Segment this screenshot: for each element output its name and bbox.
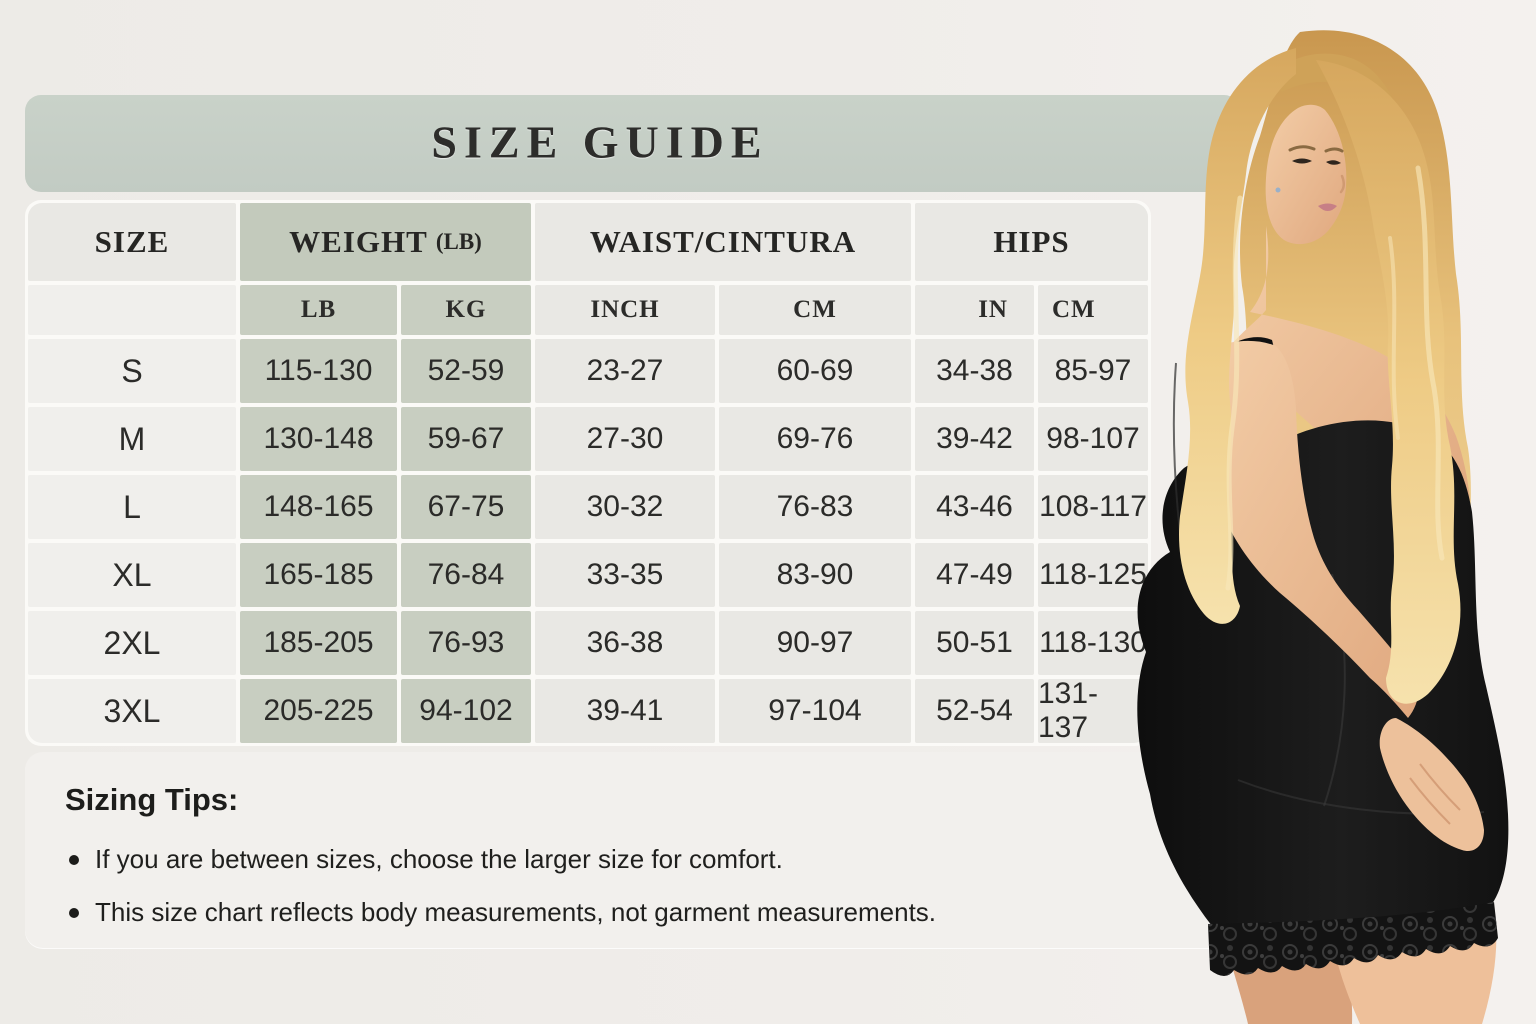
eyebrow — [1288, 145, 1316, 152]
subheader-hips-cm: CM — [1038, 285, 1148, 335]
subheader-lb: LB — [240, 285, 397, 335]
row-s-hips-cm: 85-97 — [1038, 339, 1148, 403]
finger-crease — [1409, 777, 1451, 825]
row-3xl-size: 3XL — [28, 679, 236, 743]
col-header-hips: HIPS — [915, 203, 1148, 281]
row-l-waist-cm: 76-83 — [719, 475, 911, 539]
title-banner: SIZE GUIDE — [25, 95, 1240, 192]
row-2xl-waist-inch: 36-38 — [535, 611, 715, 675]
nose — [1339, 174, 1345, 194]
bullet-icon — [69, 908, 79, 918]
model-hand — [1379, 718, 1484, 852]
row-l-weight-lb: 148-165 — [240, 475, 397, 539]
zipper-seam — [1172, 362, 1181, 534]
row-l-waist-inch: 30-32 — [535, 475, 715, 539]
row-2xl-hips-in: 50-51 — [915, 611, 1034, 675]
row-3xl-hips-cm: 131-137 — [1038, 677, 1148, 744]
tip-text: This size chart reflects body measuremen… — [95, 897, 937, 927]
size-guide-table: SIZE WEIGHT (LB) WAIST/CINTURA HIPS LB KG… — [25, 200, 1151, 746]
col-header-waist-label: WAIST/CINTURA — [589, 224, 857, 259]
col-header-hips-label: HIPS — [993, 224, 1070, 259]
row-s-waist-cm: 60-69 — [719, 339, 911, 403]
row-3xl-weight-lb: 205-225 — [240, 679, 397, 743]
row-m-weight-kg: 59-67 — [401, 407, 531, 471]
row-m-size: M — [28, 407, 236, 471]
row-xl-waist-inch: 33-35 — [535, 543, 715, 607]
hair-highlight — [1388, 236, 1400, 440]
col-header-weight: WEIGHT (LB) — [240, 203, 531, 281]
row-2xl-size: 2XL — [28, 611, 236, 675]
row-m-waist-inch: 27-30 — [535, 407, 715, 471]
subheader-spacer — [28, 285, 236, 335]
row-l-hips-cm: 108-117 — [1038, 475, 1148, 539]
row-3xl-waist-inch: 39-41 — [535, 679, 715, 743]
row-m-hips-in: 39-42 — [915, 407, 1034, 471]
row-2xl-weight-kg: 76-93 — [401, 611, 531, 675]
row-s-waist-inch: 23-27 — [535, 339, 715, 403]
lace-pattern — [1208, 902, 1498, 976]
col-header-weight-unit: (LB) — [435, 229, 482, 254]
row-xl-hips-in: 47-49 — [915, 543, 1034, 607]
col-header-size: SIZE — [28, 203, 236, 281]
col-header-size-label: SIZE — [94, 224, 170, 259]
row-xl-waist-cm: 83-90 — [719, 543, 911, 607]
row-m-weight-lb: 130-148 — [240, 407, 397, 471]
eye — [1292, 158, 1312, 164]
subheader-kg: KG — [401, 285, 531, 335]
row-l-hips-in: 43-46 — [915, 475, 1034, 539]
row-3xl-weight-kg: 94-102 — [401, 679, 531, 743]
tip-item: This size chart reflects body measuremen… — [65, 897, 1470, 928]
model-photo — [1137, 30, 1509, 1024]
row-xl-size: XL — [28, 543, 236, 607]
finger-crease — [1419, 763, 1461, 811]
page-title: SIZE GUIDE — [431, 115, 769, 167]
row-2xl-waist-cm: 90-97 — [719, 611, 911, 675]
row-3xl-waist-cm: 97-104 — [719, 679, 911, 743]
row-l-weight-kg: 67-75 — [401, 475, 531, 539]
row-xl-weight-lb: 165-185 — [240, 543, 397, 607]
row-m-waist-cm: 69-76 — [719, 407, 911, 471]
row-m-hips-cm: 98-107 — [1038, 407, 1148, 471]
col-header-weight-label: WEIGHT — [289, 224, 428, 259]
row-xl-weight-kg: 76-84 — [401, 543, 531, 607]
row-s-hips-in: 34-38 — [915, 339, 1034, 403]
row-3xl-hips-in: 52-54 — [915, 679, 1034, 743]
row-2xl-weight-lb: 185-205 — [240, 611, 397, 675]
bullet-icon — [69, 855, 79, 865]
earring — [1275, 187, 1281, 193]
row-xl-hips-cm: 118-125 — [1038, 543, 1148, 607]
eyebrow — [1324, 147, 1344, 153]
subheader-waist-cm: CM — [719, 285, 911, 335]
row-l-size: L — [28, 475, 236, 539]
subheader-in: IN — [915, 285, 1034, 335]
tips-heading: Sizing Tips: — [65, 782, 239, 817]
row-s-weight-kg: 52-59 — [401, 339, 531, 403]
tip-item: If you are between sizes, choose the lar… — [65, 844, 1470, 875]
eye — [1326, 160, 1341, 165]
tip-text: If you are between sizes, choose the lar… — [95, 844, 783, 874]
lips — [1318, 203, 1337, 211]
row-s-size: S — [28, 339, 236, 403]
row-2xl-hips-cm: 118-130 — [1038, 611, 1148, 675]
subheader-inch: INCH — [535, 285, 715, 335]
hair-highlight — [1415, 165, 1445, 561]
model-arm — [1204, 340, 1419, 718]
row-s-weight-lb: 115-130 — [240, 339, 397, 403]
hair-highlight — [1225, 195, 1243, 591]
col-header-waist: WAIST/CINTURA — [535, 203, 911, 281]
hair-front-left — [1179, 48, 1296, 624]
